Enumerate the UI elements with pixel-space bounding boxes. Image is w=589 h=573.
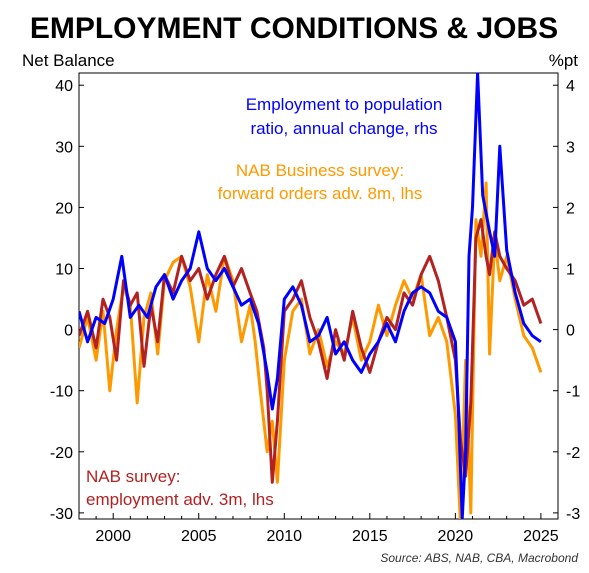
left-axis: -30 -20 -10 0 10 20 30 40	[50, 78, 84, 523]
right-tick-label-3: 0	[566, 323, 575, 340]
left-axis-title: Net Balance	[22, 51, 115, 70]
x-tick-label-2: 2010	[266, 528, 302, 545]
right-tick-label-7: 4	[566, 78, 575, 95]
left-tick-label-6: 30	[55, 139, 73, 156]
annotation-red-line2: employment adv. 3m, lhs	[86, 490, 274, 509]
right-axis-title: %pt	[549, 51, 579, 70]
annotation-red-line1: NAB survey:	[86, 467, 180, 486]
annotations: Employment to population ratio, annual c…	[86, 95, 442, 509]
right-tick-label-2: -1	[566, 384, 580, 401]
right-tick-label-4: 1	[566, 262, 575, 279]
x-tick-label-3: 2015	[352, 528, 388, 545]
annotation-orange-line2: forward orders adv. 8m, lhs	[218, 184, 423, 203]
right-tick-label-6: 3	[566, 139, 575, 156]
left-tick-label-7: 40	[55, 78, 73, 95]
left-tick-label-4: 10	[55, 262, 73, 279]
series-line-0	[79, 73, 542, 519]
x-tick-label-0: 2000	[95, 528, 131, 545]
left-tick-label-1: -20	[50, 445, 73, 462]
series-line-2	[79, 218, 543, 484]
left-tick-label-2: -10	[50, 384, 73, 401]
right-tick-label-0: -3	[566, 506, 580, 523]
right-tick-label-1: -2	[566, 445, 580, 462]
left-tick-label-3: 0	[64, 323, 73, 340]
x-tick-label-4: 2020	[438, 528, 474, 545]
left-tick-label-0: -30	[50, 506, 73, 523]
annotation-blue-line1: Employment to population	[246, 95, 443, 114]
x-tick-label-1: 2005	[181, 528, 217, 545]
right-tick-label-5: 2	[566, 200, 575, 217]
x-axis: 2000 2005 2010 2015 2020 2025	[78, 513, 559, 545]
annotation-blue-line2: ratio, annual change, rhs	[250, 119, 437, 138]
left-tick-label-5: 20	[55, 200, 73, 217]
series-layer	[79, 73, 543, 519]
annotation-orange-line1: NAB Business survey:	[236, 161, 404, 180]
right-axis: -3 -2 -1 0 1 2 3 4	[553, 78, 580, 523]
source-note: Source: ABS, NAB, CBA, Macrobond	[380, 551, 578, 565]
x-tick-label-5: 2025	[523, 528, 559, 545]
chart-title: EMPLOYMENT CONDITIONS & JOBS	[30, 12, 558, 45]
